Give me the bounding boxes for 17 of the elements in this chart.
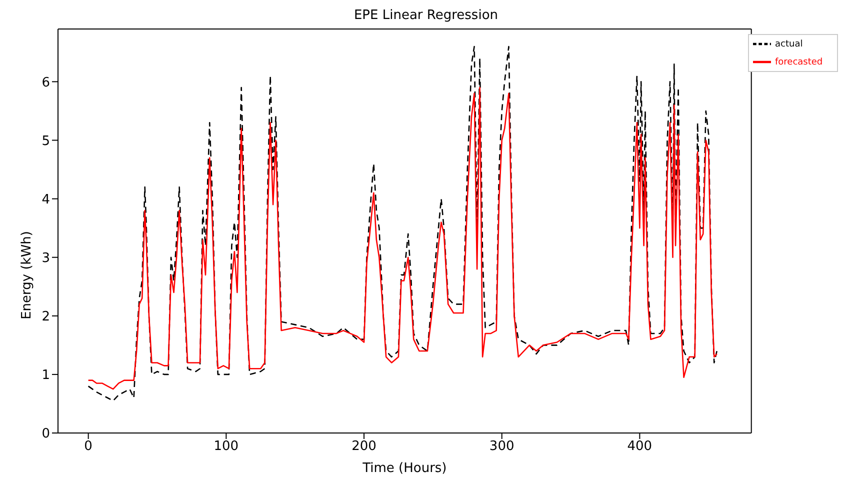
- y-tick-label: 2: [42, 310, 50, 325]
- x-tick-label: 100: [214, 439, 239, 454]
- y-tick-label: 1: [42, 368, 50, 384]
- legend-label: actual: [775, 39, 803, 50]
- x-tick-label: 0: [84, 439, 92, 454]
- x-axis-title: Time (Hours): [362, 461, 447, 476]
- y-tick-label: 6: [42, 75, 50, 90]
- y-axis-title: Energy (kWh): [20, 231, 35, 320]
- x-tick-label: 400: [627, 439, 652, 454]
- x-tick-label: 200: [352, 439, 376, 454]
- y-tick-label: 0: [42, 426, 50, 442]
- y-tick-label: 4: [42, 192, 50, 208]
- chart-title: EPE Linear Regression: [352, 8, 500, 25]
- y-tick-label: 5: [42, 134, 50, 149]
- x-tick-label: 300: [489, 439, 514, 454]
- legend-label: forecasted: [775, 57, 823, 68]
- y-tick-label: 3: [42, 250, 50, 266]
